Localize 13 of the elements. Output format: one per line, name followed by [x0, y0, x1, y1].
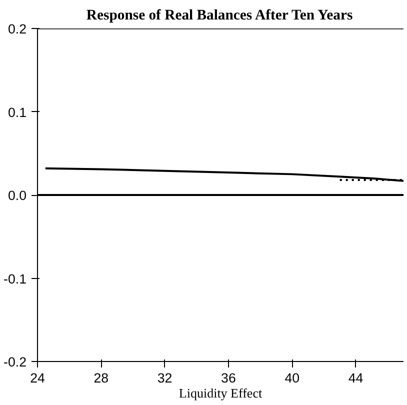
x-axis-title: Liquidity Effect	[178, 386, 262, 400]
y-tick-label: 0.0	[8, 188, 27, 203]
x-tick-label: 24	[30, 370, 46, 386]
x-tick-label: 44	[348, 370, 364, 386]
y-tick-label: -0.2	[4, 354, 26, 370]
chart-title: Response of Real Balances After Ten Years	[86, 8, 353, 24]
y-tick-label: 0.2	[8, 22, 27, 36]
x-tick-label: 36	[221, 370, 236, 386]
y-tick-label: 0.1	[8, 104, 27, 120]
x-tick-label: 40	[284, 370, 300, 386]
x-tick-label: 32	[157, 370, 172, 386]
x-tick-label: 28	[94, 370, 109, 386]
y-tick-label: -0.1	[4, 271, 26, 286]
